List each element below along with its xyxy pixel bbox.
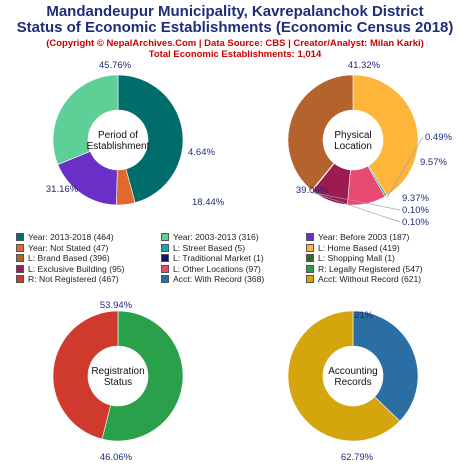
donut-slice <box>287 310 401 442</box>
legend-label: R: Not Registered (467) <box>28 274 119 285</box>
leader-line <box>386 136 424 198</box>
donut-slice <box>52 74 119 165</box>
legend-swatch <box>16 254 24 263</box>
donut-center-label: Period of <box>98 130 138 141</box>
donut-center-label: Registration <box>91 366 144 377</box>
donut-center-label: Accounting <box>328 366 377 377</box>
slice-percent-label: 45.76% <box>99 60 132 71</box>
slice-percent-label: 0.10% <box>402 217 429 228</box>
donut-slice <box>352 74 419 196</box>
donut-slice <box>117 74 184 204</box>
legend-item: L: Brand Based (396) <box>16 253 110 263</box>
legend-label: L: Home Based (419) <box>318 242 400 253</box>
legend-item: Year: 2003-2013 (316) <box>161 232 259 242</box>
legend-item: L: Shopping Mall (1) <box>306 253 395 263</box>
slice-percent-label: 31.16% <box>46 184 79 195</box>
legend-item: L: Street Based (5) <box>161 243 245 253</box>
legend-swatch <box>161 243 169 252</box>
donut-center-label: Status <box>104 377 132 388</box>
legend-swatch <box>306 275 314 284</box>
legend-item: R: Legally Registered (547) <box>306 264 423 274</box>
slice-percent-label: 62.79% <box>341 452 374 463</box>
legend-label: Year: Not Stated (47) <box>28 242 109 253</box>
legend-label: R: Legally Registered (547) <box>318 263 423 274</box>
legend-swatch <box>16 264 24 273</box>
donut-center-label: Physical <box>334 130 371 141</box>
slice-percent-label: 0.49% <box>425 132 452 143</box>
slice-percent-label: 53.94% <box>100 300 133 311</box>
donut-center-label: Establishment <box>87 141 150 152</box>
legend-label: Year: 2013-2018 (464) <box>28 232 114 242</box>
slice-percent-label: 9.37% <box>402 193 429 204</box>
donut-center-label: Records <box>334 377 371 388</box>
legend-swatch <box>161 254 169 263</box>
slice-percent-label: 9.57% <box>420 157 447 168</box>
donut-hole <box>89 347 147 405</box>
donut-slice <box>52 310 119 440</box>
leader-line <box>310 191 401 223</box>
legend-swatch <box>161 264 169 273</box>
copyright-note: (Copyright © NepalArchives.Com | Data So… <box>46 38 424 49</box>
slice-percent-label: 0.10% <box>402 205 429 216</box>
chart-title: Mandandeupur Municipality, Kavrepalancho… <box>46 3 424 20</box>
legend-swatch <box>306 233 314 241</box>
legend-label: Year: Before 2003 (187) <box>318 232 410 242</box>
legend-swatch <box>306 264 314 273</box>
total-count: Total Economic Establishments: 1,014 <box>148 49 322 60</box>
legend-label: L: Shopping Mall (1) <box>318 253 395 264</box>
chart-subtitle: Status of Economic Establishments (Econo… <box>16 19 454 36</box>
slice-percent-label: 4.64% <box>188 147 215 158</box>
donut-hole <box>324 347 382 405</box>
legend-item: Year: 2013-2018 (464) <box>16 232 114 242</box>
legend-item: L: Home Based (419) <box>306 243 400 253</box>
legend-swatch <box>16 233 24 241</box>
legend-item: L: Exclusive Building (95) <box>16 264 125 274</box>
legend-label: Acct: Without Record (621) <box>318 274 422 285</box>
legend-swatch <box>16 243 24 252</box>
donut-hole <box>89 111 147 169</box>
legend-item: Year: Before 2003 (187) <box>306 232 409 242</box>
legend-label: L: Street Based (5) <box>173 242 246 253</box>
leader-line <box>310 191 401 211</box>
legend-label: L: Exclusive Building (95) <box>28 263 125 274</box>
donut-slice <box>352 310 419 422</box>
legend-swatch <box>161 275 169 284</box>
slice-percent-label: 39.05% <box>296 185 329 196</box>
legend-item: L: Traditional Market (1) <box>161 253 264 263</box>
legend-label: L: Other Locations (97) <box>173 263 261 274</box>
donut-center-label: Location <box>334 141 372 152</box>
donut-slice <box>101 310 184 442</box>
donut-hole <box>324 111 382 169</box>
donut-slice <box>287 74 354 191</box>
legend-item: Acct: Without Record (621) <box>306 274 421 284</box>
legend-label: Acct: With Record (368) <box>173 274 265 285</box>
legend-item: Acct: With Record (368) <box>161 274 264 284</box>
slice-percent-label: 46.06% <box>100 452 133 463</box>
legend-swatch <box>161 233 169 241</box>
legend-label: L: Traditional Market (1) <box>173 253 264 264</box>
legend-label: L: Brand Based (396) <box>28 253 110 264</box>
legend-swatch <box>306 254 314 263</box>
legend-swatch <box>306 243 314 252</box>
slice-percent-label: 41.32% <box>348 60 381 71</box>
legend-label: Year: 2003-2013 (316) <box>173 232 259 242</box>
slice-percent-label: 18.44% <box>192 197 225 208</box>
legend-item: R: Not Registered (467) <box>16 274 119 284</box>
legend-item: Year: Not Stated (47) <box>16 243 108 253</box>
slice-percent-label: 37.21% <box>341 310 374 321</box>
legend-item: L: Other Locations (97) <box>161 264 261 274</box>
legend-swatch <box>16 275 24 284</box>
